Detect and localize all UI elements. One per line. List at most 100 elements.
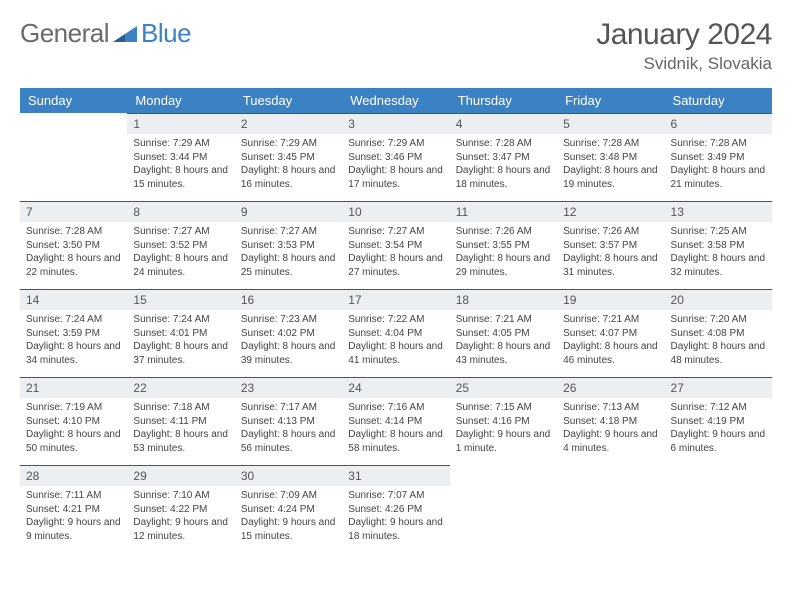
day-body: Sunrise: 7:25 AMSunset: 3:58 PMDaylight:… [665,222,772,285]
daylight-text: Daylight: 8 hours and 39 minutes. [241,340,336,367]
sunset-text: Sunset: 3:52 PM [133,239,228,253]
daylight-text: Daylight: 8 hours and 34 minutes. [26,340,121,367]
day-body: Sunrise: 7:23 AMSunset: 4:02 PMDaylight:… [235,310,342,373]
daylight-text: Daylight: 8 hours and 25 minutes. [241,252,336,279]
day-number: 7 [20,201,127,222]
sunset-text: Sunset: 3:45 PM [241,151,336,165]
daylight-text: Daylight: 8 hours and 50 minutes. [26,428,121,455]
calendar-day-cell: 29Sunrise: 7:10 AMSunset: 4:22 PMDayligh… [127,465,234,553]
sunrise-text: Sunrise: 7:21 AM [563,313,658,327]
weekday-header: Tuesday [235,88,342,113]
calendar-day-cell: 2Sunrise: 7:29 AMSunset: 3:45 PMDaylight… [235,113,342,201]
daylight-text: Daylight: 8 hours and 15 minutes. [133,164,228,191]
sunset-text: Sunset: 3:54 PM [348,239,443,253]
calendar-day-cell: 10Sunrise: 7:27 AMSunset: 3:54 PMDayligh… [342,201,449,289]
calendar-week-row: 28Sunrise: 7:11 AMSunset: 4:21 PMDayligh… [20,465,772,553]
calendar-day-cell: 11Sunrise: 7:26 AMSunset: 3:55 PMDayligh… [450,201,557,289]
sunrise-text: Sunrise: 7:28 AM [671,137,766,151]
day-number: 27 [665,377,772,398]
day-body: Sunrise: 7:24 AMSunset: 3:59 PMDaylight:… [20,310,127,373]
daylight-text: Daylight: 9 hours and 1 minute. [456,428,551,455]
sunrise-text: Sunrise: 7:17 AM [241,401,336,415]
logo-triangle-icon [111,24,139,44]
sunrise-text: Sunrise: 7:19 AM [26,401,121,415]
day-body: Sunrise: 7:28 AMSunset: 3:50 PMDaylight:… [20,222,127,285]
daylight-text: Daylight: 9 hours and 9 minutes. [26,516,121,543]
day-body: Sunrise: 7:27 AMSunset: 3:53 PMDaylight:… [235,222,342,285]
sunrise-text: Sunrise: 7:27 AM [241,225,336,239]
sunset-text: Sunset: 3:53 PM [241,239,336,253]
calendar-day-cell: 8Sunrise: 7:27 AMSunset: 3:52 PMDaylight… [127,201,234,289]
day-number: 14 [20,289,127,310]
sunrise-text: Sunrise: 7:10 AM [133,489,228,503]
calendar-day-cell: 16Sunrise: 7:23 AMSunset: 4:02 PMDayligh… [235,289,342,377]
sunset-text: Sunset: 3:47 PM [456,151,551,165]
sunrise-text: Sunrise: 7:13 AM [563,401,658,415]
day-number: 19 [557,289,664,310]
day-number: 29 [127,465,234,486]
day-number: 23 [235,377,342,398]
day-number: 26 [557,377,664,398]
daylight-text: Daylight: 8 hours and 22 minutes. [26,252,121,279]
sunrise-text: Sunrise: 7:24 AM [133,313,228,327]
sunset-text: Sunset: 4:10 PM [26,415,121,429]
calendar-day-cell: 12Sunrise: 7:26 AMSunset: 3:57 PMDayligh… [557,201,664,289]
day-body: Sunrise: 7:22 AMSunset: 4:04 PMDaylight:… [342,310,449,373]
daylight-text: Daylight: 8 hours and 43 minutes. [456,340,551,367]
day-body: Sunrise: 7:29 AMSunset: 3:46 PMDaylight:… [342,134,449,197]
calendar-day-cell: 24Sunrise: 7:16 AMSunset: 4:14 PMDayligh… [342,377,449,465]
sunrise-text: Sunrise: 7:28 AM [563,137,658,151]
calendar-day-cell: 26Sunrise: 7:13 AMSunset: 4:18 PMDayligh… [557,377,664,465]
calendar-day-cell: 19Sunrise: 7:21 AMSunset: 4:07 PMDayligh… [557,289,664,377]
day-number: 30 [235,465,342,486]
sunset-text: Sunset: 4:04 PM [348,327,443,341]
month-title: January 2024 [596,18,772,52]
logo-text-2: Blue [141,18,191,49]
logo-text-1: General [20,18,109,49]
sunrise-text: Sunrise: 7:27 AM [133,225,228,239]
calendar-week-row: 14Sunrise: 7:24 AMSunset: 3:59 PMDayligh… [20,289,772,377]
calendar-day-cell [557,465,664,553]
calendar-day-cell: 3Sunrise: 7:29 AMSunset: 3:46 PMDaylight… [342,113,449,201]
sunset-text: Sunset: 3:50 PM [26,239,121,253]
daylight-text: Daylight: 8 hours and 48 minutes. [671,340,766,367]
day-body: Sunrise: 7:12 AMSunset: 4:19 PMDaylight:… [665,398,772,461]
sunrise-text: Sunrise: 7:29 AM [348,137,443,151]
daylight-text: Daylight: 8 hours and 16 minutes. [241,164,336,191]
sunset-text: Sunset: 4:02 PM [241,327,336,341]
calendar-day-cell [665,465,772,553]
sunset-text: Sunset: 4:21 PM [26,503,121,517]
day-number: 24 [342,377,449,398]
sunrise-text: Sunrise: 7:20 AM [671,313,766,327]
daylight-text: Daylight: 9 hours and 4 minutes. [563,428,658,455]
day-number: 20 [665,289,772,310]
sunset-text: Sunset: 4:08 PM [671,327,766,341]
sunrise-text: Sunrise: 7:16 AM [348,401,443,415]
calendar-day-cell: 25Sunrise: 7:15 AMSunset: 4:16 PMDayligh… [450,377,557,465]
day-number: 31 [342,465,449,486]
day-number: 10 [342,201,449,222]
day-body: Sunrise: 7:28 AMSunset: 3:49 PMDaylight:… [665,134,772,197]
day-number: 17 [342,289,449,310]
day-body: Sunrise: 7:29 AMSunset: 3:44 PMDaylight:… [127,134,234,197]
day-number: 4 [450,113,557,134]
day-number: 2 [235,113,342,134]
day-number: 9 [235,201,342,222]
calendar-week-row: 21Sunrise: 7:19 AMSunset: 4:10 PMDayligh… [20,377,772,465]
calendar-day-cell: 6Sunrise: 7:28 AMSunset: 3:49 PMDaylight… [665,113,772,201]
calendar-week-row: 1Sunrise: 7:29 AMSunset: 3:44 PMDaylight… [20,113,772,201]
calendar-day-cell: 13Sunrise: 7:25 AMSunset: 3:58 PMDayligh… [665,201,772,289]
day-number: 22 [127,377,234,398]
weekday-header: Friday [557,88,664,113]
day-body: Sunrise: 7:17 AMSunset: 4:13 PMDaylight:… [235,398,342,461]
weekday-header: Saturday [665,88,772,113]
sunset-text: Sunset: 3:49 PM [671,151,766,165]
calendar-day-cell: 14Sunrise: 7:24 AMSunset: 3:59 PMDayligh… [20,289,127,377]
calendar-day-cell: 4Sunrise: 7:28 AMSunset: 3:47 PMDaylight… [450,113,557,201]
day-number: 8 [127,201,234,222]
calendar-week-row: 7Sunrise: 7:28 AMSunset: 3:50 PMDaylight… [20,201,772,289]
daylight-text: Daylight: 8 hours and 18 minutes. [456,164,551,191]
daylight-text: Daylight: 9 hours and 18 minutes. [348,516,443,543]
daylight-text: Daylight: 9 hours and 15 minutes. [241,516,336,543]
logo: General Blue [20,18,191,49]
